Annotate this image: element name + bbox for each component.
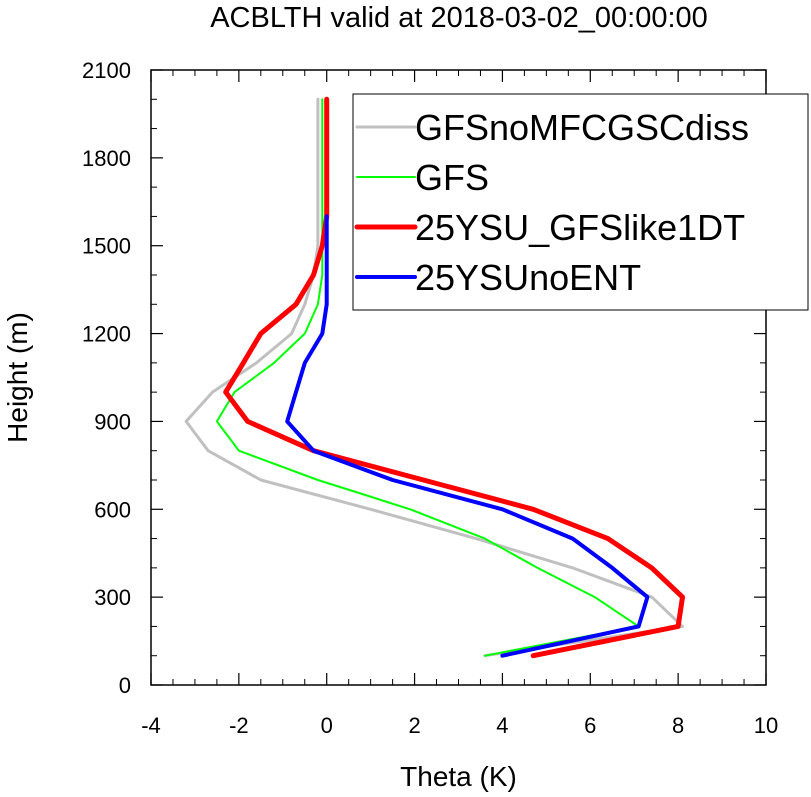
x-tick-label: 10 [754, 713, 778, 738]
chart-title: ACBLTH valid at 2018-03-02_00:00:00 [210, 2, 708, 34]
x-tick-label: -2 [229, 713, 249, 738]
y-tick-label: 1800 [82, 146, 131, 171]
legend-label-4: 25YSUnoENT [415, 257, 641, 298]
y-tick-label: 1200 [82, 322, 131, 347]
legend-label-1: GFSnoMFCGSCdiss [415, 107, 749, 148]
y-tick-label: 900 [94, 409, 131, 434]
x-axis-title: Theta (K) [400, 761, 517, 792]
x-tick-label: 0 [321, 713, 333, 738]
x-tick-label: 8 [672, 713, 684, 738]
series-group [184, 96, 685, 659]
legend: GFSnoMFCGSCdiss GFS 25YSU_GFSlike1DT 25YSUn… [352, 93, 809, 311]
y-tick-label: 0 [119, 673, 131, 698]
y-tick-label: 1500 [82, 234, 131, 259]
series-line-3 [223, 96, 685, 659]
y-tick-label: 300 [94, 585, 131, 610]
series-line-4 [285, 214, 650, 658]
y-tick-label: 2100 [82, 58, 131, 83]
x-tick-label: 4 [496, 713, 508, 738]
legend-label-2: GFS [415, 157, 489, 198]
x-tick-label: 2 [408, 713, 420, 738]
x-tick-label: -4 [141, 713, 161, 738]
y-axis-title: Height (m) [2, 312, 33, 443]
x-tick-label: 6 [584, 713, 596, 738]
legend-label-3: 25YSU_GFSlike1DT [415, 207, 745, 248]
series-line-2 [215, 98, 640, 657]
y-tick-label: 600 [94, 497, 131, 522]
legend-box [352, 93, 809, 311]
